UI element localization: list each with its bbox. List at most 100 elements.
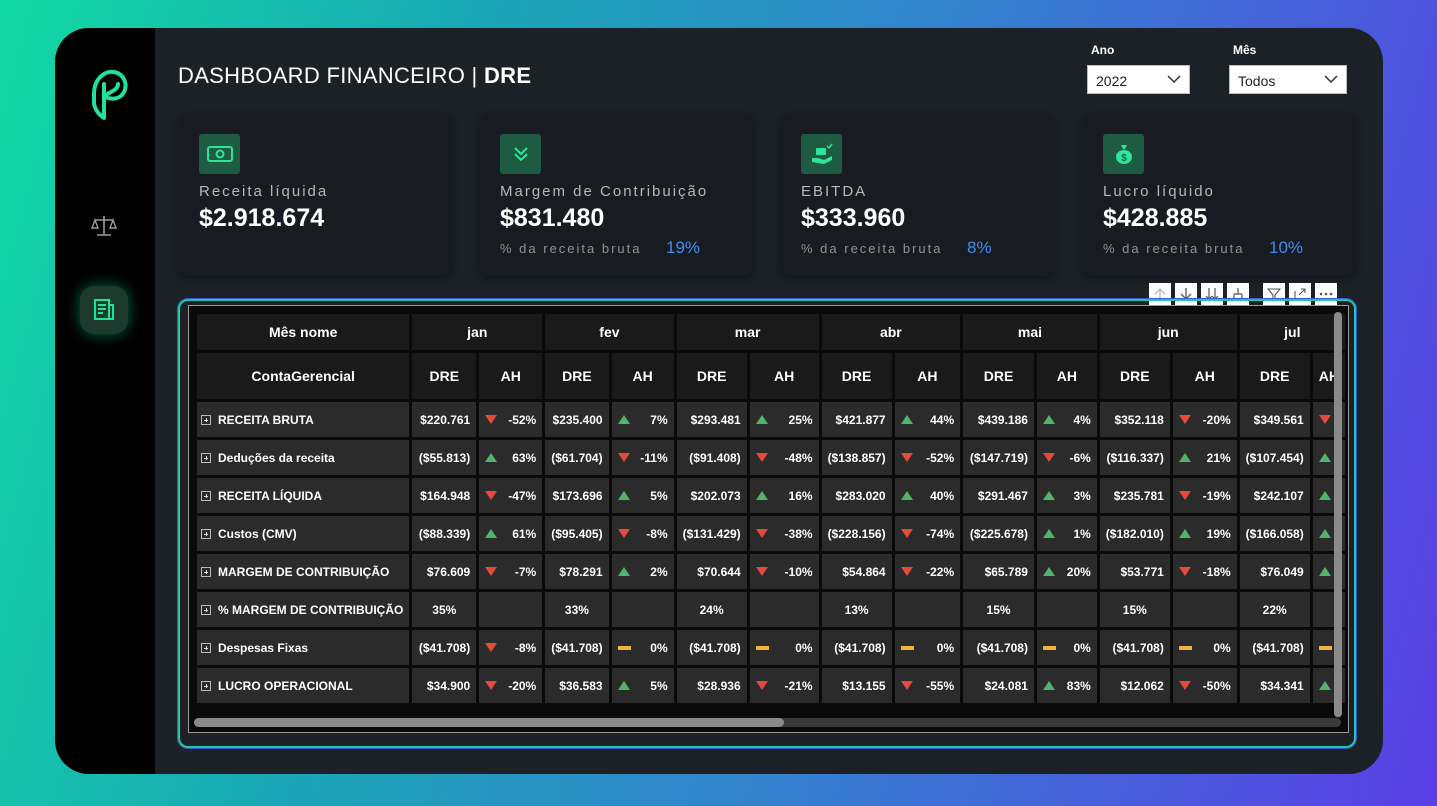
- ah-value-cell: -18%: [1172, 554, 1237, 589]
- nav-dre-button[interactable]: [80, 286, 128, 334]
- month-header[interactable]: fev: [545, 314, 674, 350]
- dre-matrix: Mês nome jan fev mar abr mai jun jul ContaGere…: [188, 305, 1349, 733]
- ah-value-cell: 61%: [479, 516, 543, 551]
- ah-col-header[interactable]: AH: [749, 353, 819, 399]
- dre-value-cell: $220.761: [412, 402, 477, 437]
- expand-icon[interactable]: [201, 604, 211, 615]
- expand-icon[interactable]: [201, 642, 211, 653]
- ah-value: 0%: [650, 640, 668, 655]
- matrix-table: Mês nome jan fev mar abr mai jun jul ContaGere…: [194, 311, 1348, 706]
- expand-icon[interactable]: [201, 490, 211, 501]
- ah-value: -20%: [1202, 412, 1231, 427]
- ah-col-header[interactable]: AH: [611, 353, 674, 399]
- dre-col-header[interactable]: DRE: [1239, 353, 1310, 399]
- dre-col-header[interactable]: DRE: [963, 353, 1034, 399]
- dre-value-cell: ($107.454): [1239, 440, 1310, 475]
- month-header[interactable]: mar: [676, 314, 819, 350]
- row-label[interactable]: % MARGEM DE CONTRIBUIÇÃO: [197, 592, 410, 627]
- row-label[interactable]: RECEITA LÍQUIDA: [197, 478, 410, 513]
- vertical-scrollbar[interactable]: [1334, 312, 1342, 718]
- dre-value-cell: $293.481: [676, 402, 747, 437]
- table-row: Custos (CMV) ($88.339) 61% ($95.405) -8% ($13…: [197, 516, 1345, 551]
- dre-value-cell: $28.936: [676, 668, 747, 703]
- horizontal-scroll-thumb[interactable]: [194, 718, 784, 727]
- month-header[interactable]: abr: [821, 314, 961, 350]
- ah-wrap: -10%: [755, 565, 813, 579]
- ah-value-cell: -6%: [1036, 440, 1097, 475]
- dre-col-header[interactable]: DRE: [676, 353, 747, 399]
- ah-value-cell: [611, 592, 674, 627]
- table-row: Deduções da receita ($55.813) 63% ($61.704)…: [197, 440, 1345, 475]
- dre-col-header[interactable]: DRE: [821, 353, 892, 399]
- ah-value-cell: 19%: [1172, 516, 1237, 551]
- month-header[interactable]: jun: [1099, 314, 1237, 350]
- expand-icon[interactable]: [201, 414, 211, 425]
- expand-icon[interactable]: [201, 452, 211, 463]
- triangle-down-icon: [900, 453, 913, 462]
- dre-value-cell: $235.781: [1099, 478, 1170, 513]
- scale-icon[interactable]: [91, 213, 117, 239]
- vertical-scroll-thumb[interactable]: [1334, 312, 1342, 717]
- row-label[interactable]: Despesas Fixas: [197, 630, 410, 665]
- dre-value-cell: 15%: [1099, 592, 1170, 627]
- triangle-down-icon: [755, 567, 768, 576]
- month-header[interactable]: jul: [1239, 314, 1345, 350]
- month-header[interactable]: jan: [412, 314, 543, 350]
- ah-wrap: [1318, 415, 1339, 424]
- ah-value: 1%: [1073, 526, 1091, 541]
- month-header[interactable]: mai: [963, 314, 1097, 350]
- dre-value-cell: ($138.857): [821, 440, 892, 475]
- month-select[interactable]: Todos: [1229, 65, 1347, 94]
- row-label[interactable]: Deduções da receita: [197, 440, 410, 475]
- row-label-text: Despesas Fixas: [218, 640, 309, 655]
- ah-value-cell: -47%: [479, 478, 543, 513]
- ah-value: -20%: [508, 678, 537, 693]
- horizontal-scrollbar[interactable]: [194, 718, 1341, 727]
- ah-col-header[interactable]: AH: [479, 353, 543, 399]
- ah-value: 5%: [650, 488, 668, 503]
- dre-value-cell: ($41.708): [1099, 630, 1170, 665]
- expand-icon[interactable]: [201, 680, 211, 691]
- table-row: % MARGEM DE CONTRIBUIÇÃO 35% 33% 24% 13% 15% 1…: [197, 592, 1345, 627]
- ah-col-header[interactable]: AH: [894, 353, 961, 399]
- dre-value-cell: ($166.058): [1239, 516, 1310, 551]
- triangle-up-icon: [755, 415, 768, 424]
- dre-col-header[interactable]: DRE: [545, 353, 609, 399]
- row-label[interactable]: LUCRO OPERACIONAL: [197, 668, 410, 703]
- ah-value-cell: [1036, 592, 1097, 627]
- ah-value-cell: -7%: [479, 554, 543, 589]
- row-label[interactable]: Custos (CMV): [197, 516, 410, 551]
- ah-value-cell: 0%: [749, 630, 819, 665]
- ah-value-cell: 0%: [611, 630, 674, 665]
- ah-value: 4%: [1073, 412, 1091, 427]
- ah-value-cell: -52%: [894, 440, 961, 475]
- ah-value-cell: 21%: [1172, 440, 1237, 475]
- year-select[interactable]: 2022: [1087, 65, 1190, 94]
- dre-value-cell: 22%: [1239, 592, 1310, 627]
- triangle-up-icon: [617, 491, 630, 500]
- triangle-up-icon: [1318, 529, 1331, 538]
- ah-wrap: -38%: [755, 527, 813, 541]
- row-label[interactable]: MARGEM DE CONTRIBUIÇÃO: [197, 554, 410, 589]
- expand-icon[interactable]: [201, 566, 211, 577]
- dre-value-cell: $34.900: [412, 668, 477, 703]
- ah-value: 0%: [795, 640, 813, 655]
- ah-wrap: -55%: [900, 679, 954, 693]
- ah-wrap: -50%: [1178, 679, 1231, 693]
- dre-col-header[interactable]: DRE: [1099, 353, 1170, 399]
- row-header-conta[interactable]: ContaGerencial: [197, 353, 410, 399]
- ah-col-header[interactable]: AH: [1036, 353, 1097, 399]
- row-label[interactable]: RECEITA BRUTA: [197, 402, 410, 437]
- row-label-text: RECEITA BRUTA: [218, 412, 314, 427]
- expand-icon[interactable]: [201, 528, 211, 539]
- dre-value-cell: ($95.405): [545, 516, 609, 551]
- ah-value: 16%: [788, 488, 813, 503]
- ah-wrap: 63%: [485, 451, 536, 465]
- ah-col-header[interactable]: AH: [1172, 353, 1237, 399]
- triangle-up-icon: [755, 491, 768, 500]
- dre-value-cell: ($41.708): [821, 630, 892, 665]
- row-header-month[interactable]: Mês nome: [197, 314, 410, 350]
- ah-value-cell: -8%: [611, 516, 674, 551]
- chevron-down-icon: [1324, 75, 1338, 83]
- dre-col-header[interactable]: DRE: [412, 353, 477, 399]
